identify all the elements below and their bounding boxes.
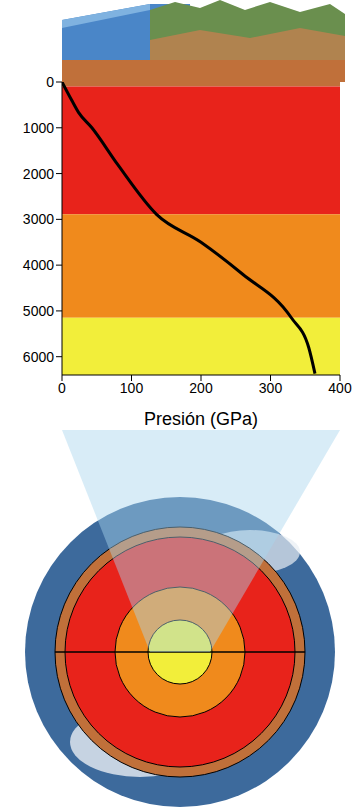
svg-text:200: 200 — [189, 380, 213, 396]
svg-text:3000: 3000 — [23, 211, 54, 227]
svg-text:100: 100 — [120, 380, 144, 396]
svg-text:300: 300 — [259, 380, 283, 396]
svg-text:4000: 4000 — [23, 257, 54, 273]
svg-text:0: 0 — [58, 380, 66, 396]
svg-text:5000: 5000 — [23, 303, 54, 319]
svg-text:0: 0 — [46, 74, 54, 90]
svg-text:Presión (GPa): Presión (GPa) — [144, 409, 258, 429]
svg-text:6000: 6000 — [23, 349, 54, 365]
svg-text:2000: 2000 — [23, 166, 54, 182]
svg-text:400: 400 — [328, 380, 352, 396]
svg-text:1000: 1000 — [23, 120, 54, 136]
